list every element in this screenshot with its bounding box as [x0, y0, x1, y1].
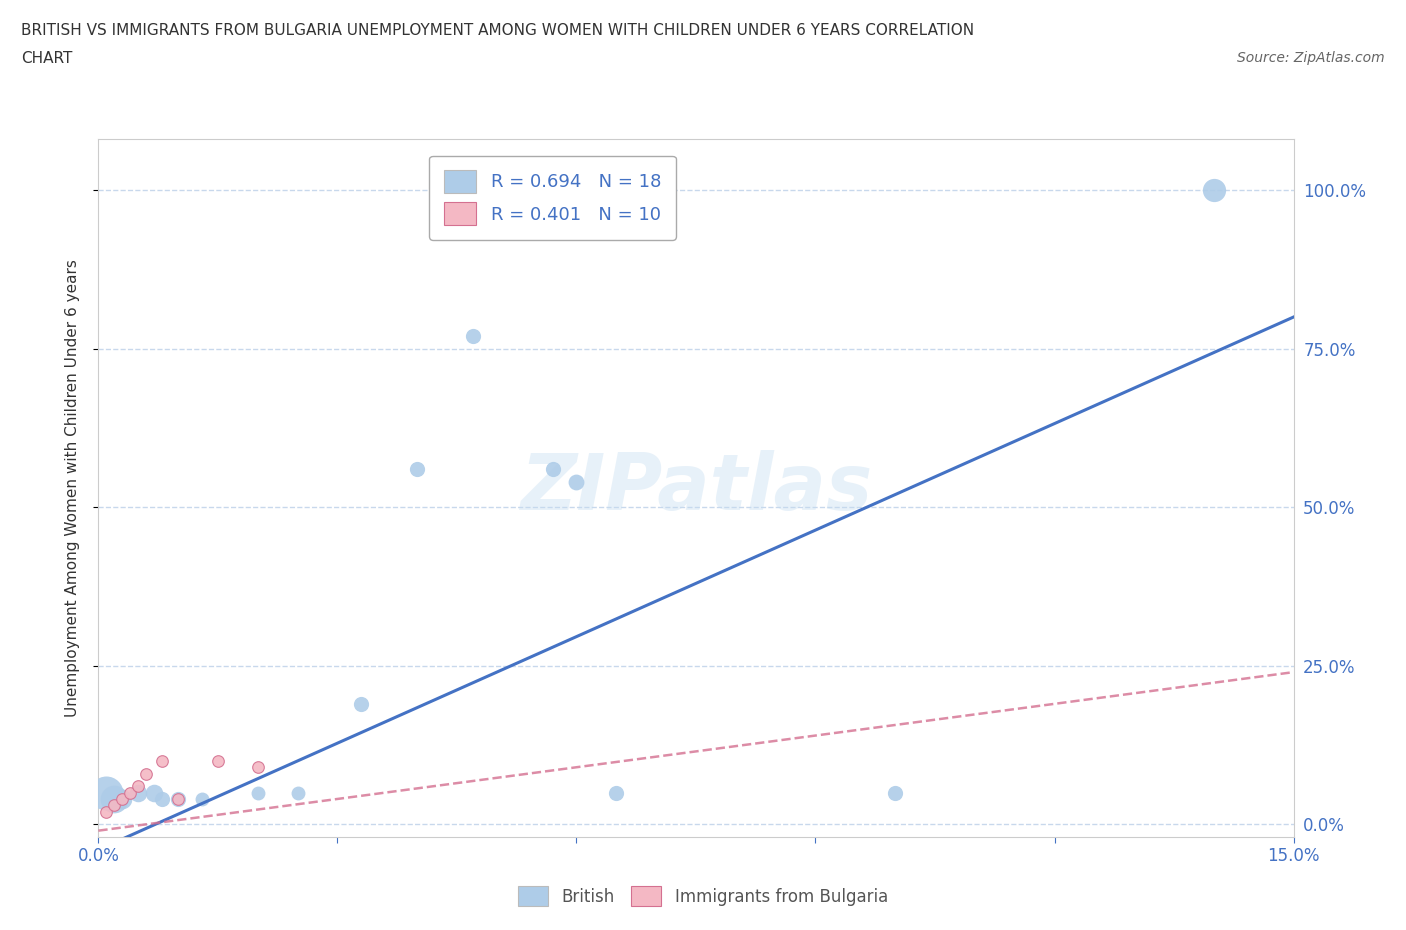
Point	[246, 785, 269, 800]
Y-axis label: Unemployment Among Women with Children Under 6 years: Unemployment Among Women with Children U…	[65, 259, 80, 717]
Point	[103, 791, 125, 806]
Text: BRITISH VS IMMIGRANTS FROM BULGARIA UNEMPLOYMENT AMONG WOMEN WITH CHILDREN UNDER: BRITISH VS IMMIGRANTS FROM BULGARIA UNEM…	[21, 23, 974, 38]
Point	[150, 753, 173, 768]
Point	[191, 791, 214, 806]
Point	[167, 791, 190, 806]
Point	[246, 760, 269, 775]
Point	[111, 791, 134, 806]
Legend: British, Immigrants from Bulgaria: British, Immigrants from Bulgaria	[512, 880, 894, 912]
Text: CHART: CHART	[21, 51, 73, 66]
Point	[287, 785, 309, 800]
Point	[127, 778, 149, 793]
Point	[103, 798, 125, 813]
Text: ZIPatlas: ZIPatlas	[520, 450, 872, 526]
Point	[565, 474, 588, 489]
Point	[1202, 183, 1225, 198]
Point	[120, 785, 142, 800]
Legend: R = 0.694   N = 18, R = 0.401   N = 10: R = 0.694 N = 18, R = 0.401 N = 10	[429, 155, 676, 240]
Point	[461, 328, 484, 343]
Point	[143, 785, 166, 800]
Text: Source: ZipAtlas.com: Source: ZipAtlas.com	[1237, 51, 1385, 65]
Point	[167, 791, 190, 806]
Point	[135, 766, 157, 781]
Point	[605, 785, 627, 800]
Point	[127, 785, 149, 800]
Point	[350, 697, 373, 711]
Point	[406, 462, 429, 477]
Point	[111, 791, 134, 806]
Point	[96, 785, 118, 800]
Point	[96, 804, 118, 819]
Point	[541, 462, 564, 477]
Point	[884, 785, 907, 800]
Point	[150, 791, 173, 806]
Point	[207, 753, 229, 768]
